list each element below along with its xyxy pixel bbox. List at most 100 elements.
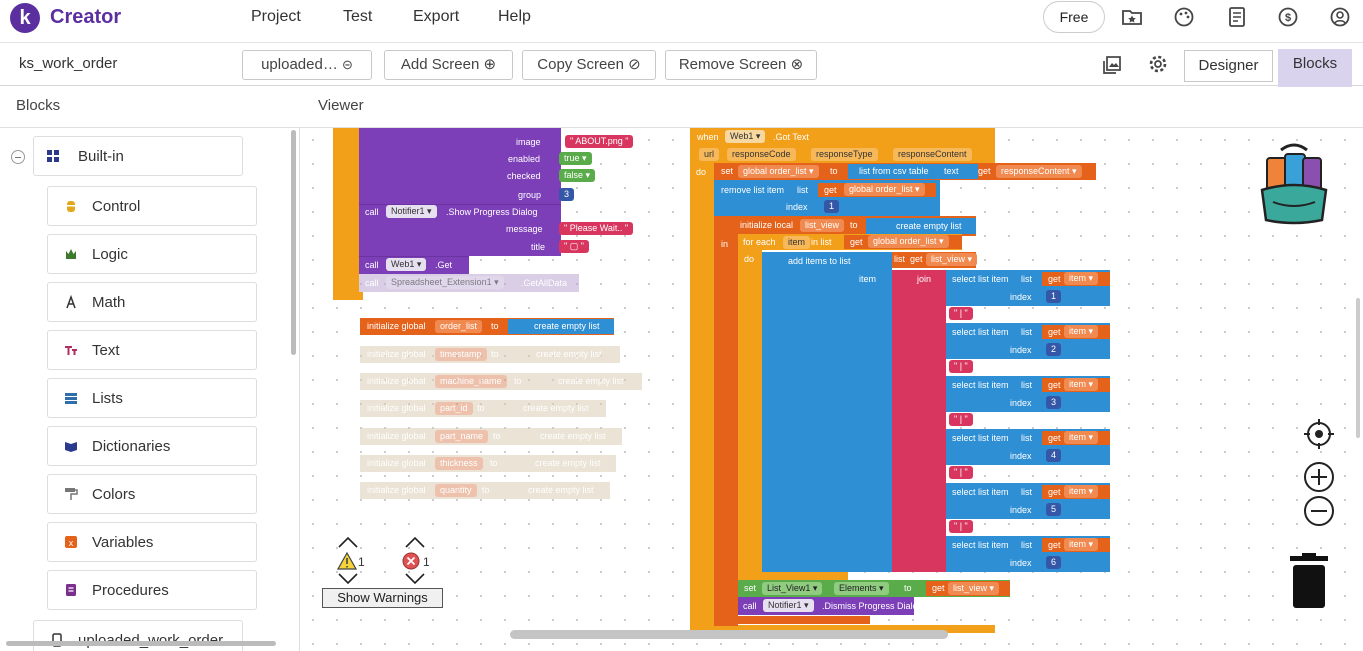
param-url[interactable]: url [699,148,720,161]
category-dictionaries[interactable]: Dictionaries [47,426,257,466]
trash-icon[interactable] [1287,553,1331,609]
message-value[interactable]: " Please Wait.. " [559,222,634,235]
init-local-block[interactable]: initialize local list_view to create emp… [714,216,976,236]
get-item[interactable]: get item ▾ [1042,325,1110,339]
zoom-in-icon[interactable] [1303,461,1335,493]
workspace-vscrollbar[interactable] [1356,298,1360,438]
category-lists[interactable]: Lists [47,378,257,418]
select-list-item-block[interactable]: select list item list get item ▾ index 1 [946,270,1110,306]
response-content-dropdown[interactable]: responseContent ▾ [996,165,1082,178]
gallery-icon[interactable] [1102,55,1122,75]
show-warnings-button[interactable]: Show Warnings [322,588,443,608]
get-item[interactable]: get item ▾ [1042,378,1110,392]
add-screen-button[interactable]: Add Screen ⊕ [384,50,513,80]
order-list-dropdown[interactable]: global order_list ▾ [844,183,925,196]
category-text[interactable]: Text [47,330,257,370]
separator-text-block[interactable]: " | " [949,360,973,373]
collapse-builtin-icon[interactable] [11,150,25,164]
category-colors[interactable]: Colors [47,474,257,514]
prev-warning-icon[interactable] [337,536,359,548]
item-dropdown[interactable]: item ▾ [1064,538,1099,551]
get-order-list[interactable]: get global order_list ▾ [818,183,936,197]
get-list-view[interactable]: get list_view ▾ [926,581,1010,596]
menu-test[interactable]: Test [343,8,373,25]
menu-help[interactable]: Help [498,8,531,25]
backpack-icon[interactable] [1259,140,1329,226]
account-icon[interactable] [1329,6,1351,28]
init-global-part-id[interactable]: initialize global part_id to create empt… [360,400,606,417]
item-dropdown[interactable]: item ▾ [1064,431,1099,444]
separator-text-block[interactable]: " | " [949,466,973,479]
gear-icon[interactable] [1148,54,1168,74]
folder-star-icon[interactable] [1121,6,1143,28]
category-logic[interactable]: Logic [47,234,257,274]
index-value[interactable]: 3 [1046,396,1062,409]
set-properties-block[interactable] [359,128,561,204]
get-item[interactable]: get item ▾ [1042,272,1110,286]
notifier-dropdown[interactable]: Notifier1 ▾ [763,599,814,612]
next-error-icon[interactable] [404,573,426,585]
var-name[interactable]: quantity [435,484,477,497]
select-list-item-block[interactable]: select list item list get item ▾ index 3 [946,376,1110,412]
copy-screen-button[interactable]: Copy Screen ⊘ [522,50,656,80]
blocks-workspace[interactable]: image " ABOUT.png " enabled true ▾ check… [301,128,1363,651]
blocks-tab[interactable]: Blocks [1278,49,1352,87]
menu-project[interactable]: Project [251,8,301,25]
screen-select-button[interactable]: uploaded… ⊝ [242,50,372,80]
local-name[interactable]: list_view [800,219,845,232]
item-var[interactable]: item [783,236,811,249]
web-component-dropdown[interactable]: Web1 ▾ [725,130,766,143]
menu-export[interactable]: Export [413,8,460,25]
prev-error-icon[interactable] [404,536,426,548]
create-empty-list[interactable]: create empty list [866,218,976,234]
var-name[interactable]: part_id [435,402,473,415]
dismiss-progress-block[interactable]: call Notifier1 ▾ .Dismiss Progress Dialo… [738,597,923,615]
set-elements-block[interactable]: set List_View1 ▾ Elements ▾ to get list_… [738,580,1010,597]
get-item[interactable]: get item ▾ [1042,431,1110,445]
category-variables[interactable]: x Variables [47,522,257,562]
category-procedures[interactable]: Procedures [47,570,257,610]
plan-free-button[interactable]: Free [1043,1,1105,33]
item-dropdown[interactable]: item ▾ [1064,485,1099,498]
order-list-dropdown[interactable]: global order_list ▾ [868,235,949,248]
var-name[interactable]: order_list [435,320,483,333]
select-list-item-block[interactable]: select list item list get item ▾ index 4 [946,429,1110,465]
separator-text-block[interactable]: " | " [949,307,973,320]
designer-tab[interactable]: Designer [1184,50,1273,82]
category-math[interactable]: Math [47,282,257,322]
item-dropdown[interactable]: item ▾ [1064,378,1099,391]
app-name[interactable]: Creator [50,6,122,28]
left-panel-scrollbar[interactable] [291,130,296,355]
event-block-side[interactable] [333,128,359,299]
select-list-item-block[interactable]: select list item list get item ▾ index 5 [946,483,1110,519]
set-order-list-block[interactable]: set global order_list ▾ to list from csv… [714,163,1096,180]
var-name[interactable]: thickness [435,457,483,470]
get-item[interactable]: get item ▾ [1042,538,1110,552]
checked-value[interactable]: false ▾ [559,169,596,182]
image-value[interactable]: " ABOUT.png " [565,135,634,148]
index-value[interactable]: 6 [1046,556,1062,569]
index-value[interactable]: 1 [1046,290,1062,303]
select-list-item-block[interactable]: select list item list get item ▾ index 6 [946,536,1110,572]
var-name[interactable]: part_name [435,430,489,443]
param-response-type[interactable]: responseType [811,148,878,161]
component-uploaded-work-order[interactable]: uploaded_work_order [33,620,243,651]
param-response-content[interactable]: responseContent [893,148,972,161]
select-list-item-block[interactable]: select list item list get item ▾ index 2 [946,323,1110,359]
web-dropdown[interactable]: Web1 ▾ [386,258,427,271]
item-dropdown[interactable]: item ▾ [1064,272,1099,285]
remove-screen-button[interactable]: Remove Screen ⊗ [665,50,817,80]
separator-text-block[interactable]: " | " [949,520,973,533]
workspace-hscrollbar[interactable] [510,630,948,639]
init-global-part-name[interactable]: initialize global part_name to create em… [360,428,622,445]
list-view-dropdown[interactable]: list_view ▾ [948,582,1000,595]
get-item[interactable]: get item ▾ [1042,485,1110,499]
item-dropdown[interactable]: item ▾ [1064,325,1099,338]
index-value[interactable]: 4 [1046,449,1062,462]
remove-list-item-block[interactable]: remove list item list get global order_l… [714,180,940,216]
recenter-icon[interactable] [1303,418,1335,450]
index-value[interactable]: 1 [824,200,840,213]
var-name[interactable]: machine_name [435,375,507,388]
title-value[interactable]: " ▢ " [559,240,589,253]
init-global-order-list[interactable]: initialize global order_list to create e… [360,318,614,335]
